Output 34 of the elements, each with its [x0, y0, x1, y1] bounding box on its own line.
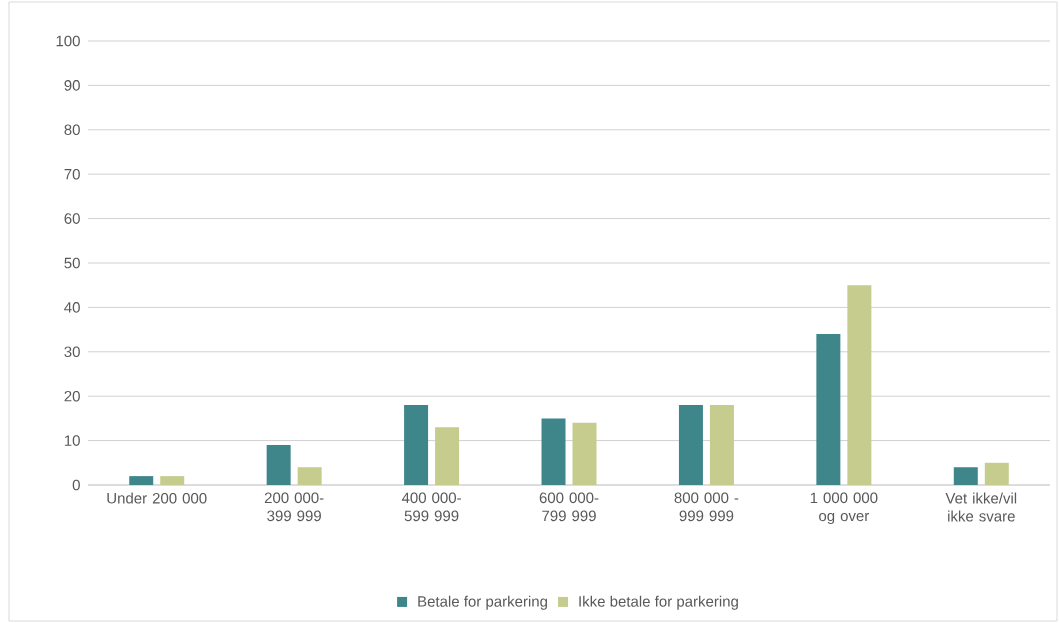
- y-tick-label: 10: [64, 435, 80, 446]
- bar: [953, 467, 978, 485]
- y-tick-label: 40: [64, 302, 80, 313]
- bar: [816, 334, 841, 485]
- bar: [541, 418, 566, 485]
- y-tick-label: 80: [64, 124, 80, 136]
- bar: [297, 467, 322, 485]
- bar: [709, 405, 734, 485]
- y-tick-label: 50: [64, 257, 80, 269]
- y-tick-label: 20: [64, 390, 80, 402]
- y-tick-label: 100: [56, 35, 80, 47]
- bar: [160, 476, 185, 485]
- y-tick-label: 0: [72, 479, 80, 491]
- y-tick-label: 60: [64, 213, 80, 224]
- legend-label: Ikke betale for parkering: [579, 595, 738, 610]
- x-tick-label: 800 000 - 999 999: [674, 492, 739, 522]
- x-tick-label: 200 000-399 999: [264, 492, 324, 522]
- y-tick-label: 30: [64, 346, 80, 358]
- x-tick-label: 400 000-599 999: [401, 492, 461, 522]
- x-tick-label: 600 000-799 999: [539, 492, 599, 522]
- bar: [435, 427, 460, 485]
- bar: [678, 405, 703, 485]
- bar: [266, 445, 291, 485]
- x-tick-label: Vet ikke/vil ikke svare: [945, 492, 1017, 522]
- x-tick-label: Under 200 000: [107, 492, 207, 504]
- y-tick-label: 70: [64, 168, 80, 180]
- bar: [404, 405, 429, 485]
- legend-label: Betale for parkering: [418, 595, 547, 610]
- bar: [129, 476, 154, 485]
- y-tick-label: 90: [64, 80, 80, 91]
- x-tick-label: 1 000 000 og over: [810, 492, 878, 525]
- bar: [572, 422, 597, 485]
- bar: [984, 462, 1009, 485]
- bar: [847, 285, 872, 485]
